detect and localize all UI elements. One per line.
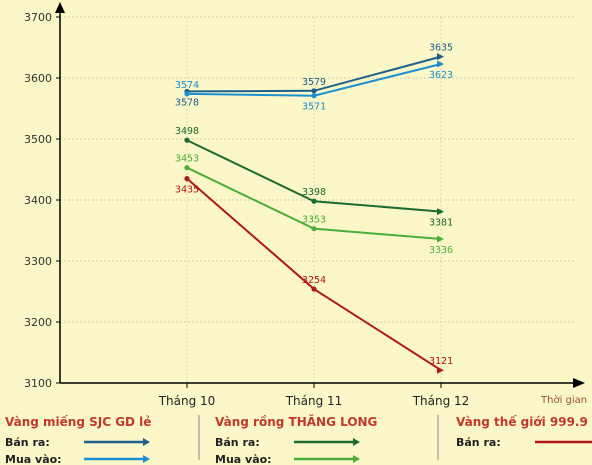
data-label: 3336	[429, 245, 453, 256]
data-label: 3353	[302, 215, 326, 226]
data-point	[184, 137, 190, 143]
legend-row-label: Mua vào:	[5, 453, 62, 465]
y-tick-label: 3100	[24, 377, 52, 390]
x-tick-label: Tháng 12	[412, 394, 470, 408]
data-label: 3381	[429, 218, 453, 229]
data-label: 3635	[429, 43, 453, 54]
data-label: 3623	[429, 70, 453, 81]
legend-group-title: Vàng rồng THĂNG LONG	[215, 414, 377, 429]
legend: Vàng miếng SJC GD lẻ Bán ra: Mua vào: Vàng …	[5, 414, 592, 465]
data-point	[311, 286, 317, 292]
data-label: 3498	[175, 126, 199, 137]
legend-row-label: Bán ra:	[215, 436, 260, 449]
series-end-arrow-icon	[437, 366, 444, 374]
legend-row-label: Bán ra:	[456, 436, 501, 449]
data-point	[311, 198, 317, 204]
label-layer: 3578 3579 3635 3574 3571 3623 3498 3398 3381 3453…	[175, 43, 453, 368]
legend-group-title: Vàng miếng SJC GD lẻ	[5, 415, 151, 429]
y-axis-arrow-icon	[55, 2, 65, 13]
legend-row-label: Mua vào:	[215, 453, 272, 465]
y-tick-label: 3300	[24, 255, 52, 268]
y-tick-label: 3700	[24, 11, 52, 24]
data-label: 3121	[429, 356, 453, 367]
data-label: 3574	[175, 80, 199, 91]
axis-layer: Thời gian	[55, 2, 587, 406]
data-point	[311, 226, 317, 232]
data-point	[184, 176, 190, 182]
y-tick-label: 3400	[24, 194, 52, 207]
y-tick-label: 3200	[24, 316, 52, 329]
legend-row-label: Bán ra:	[5, 436, 50, 449]
y-tick-label: 3500	[24, 133, 52, 146]
data-label: 3571	[302, 102, 326, 113]
x-tick-label: Tháng 11	[285, 394, 343, 408]
series-end-arrow-icon	[437, 60, 444, 68]
legend-arrow-icon	[353, 455, 360, 463]
data-label: 3254	[302, 275, 326, 286]
x-axis-title: Thời gian	[540, 394, 587, 406]
series-end-arrow-icon	[437, 235, 444, 243]
series-layer	[184, 53, 444, 374]
data-point	[184, 165, 190, 171]
data-point	[311, 93, 317, 99]
series-end-arrow-icon	[437, 53, 444, 61]
tick-layer: 3100 3200 3300 3400 3500 3600 3700 Tháng 10 Thán…	[24, 11, 469, 408]
data-label: 3398	[302, 187, 326, 198]
x-tick-label: Tháng 10	[158, 394, 216, 408]
data-label: 3579	[302, 77, 326, 88]
data-point	[184, 91, 190, 97]
y-tick-label: 3600	[24, 72, 52, 85]
legend-arrow-icon	[353, 438, 360, 446]
grid-layer	[60, 16, 576, 383]
data-point	[311, 88, 317, 94]
legend-arrow-icon	[143, 438, 150, 446]
legend-arrow-icon	[143, 455, 150, 463]
legend-group-title: Vàng thế giới 999.9	[456, 415, 588, 429]
x-axis-arrow-icon	[573, 378, 585, 388]
series-end-arrow-icon	[437, 208, 444, 216]
data-label: 3435	[175, 185, 199, 196]
data-label: 3453	[175, 154, 199, 165]
data-label: 3578	[175, 97, 199, 108]
